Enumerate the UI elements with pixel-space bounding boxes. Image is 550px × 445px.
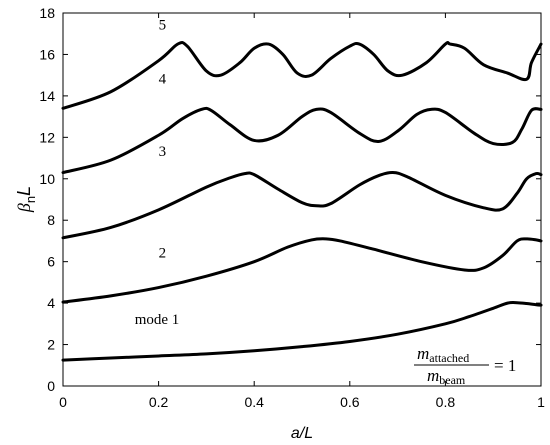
mode-label-5: mode 1 [135, 312, 180, 328]
mode-label-3: 3 [159, 144, 167, 160]
x-axis-label: a/L [291, 425, 313, 442]
series-line-4 [61, 106, 543, 175]
x-tick-label: 0.4 [244, 394, 264, 410]
x-tick-label: 0.8 [436, 394, 456, 410]
y-tick-label: 18 [39, 5, 55, 21]
mode-label-4: 2 [159, 246, 167, 262]
x-tick-label: 0 [59, 394, 67, 410]
series-line-5 [61, 40, 543, 110]
series-line-1 [61, 301, 543, 362]
y-tick-label: 6 [47, 254, 55, 270]
y-tick-label: 16 [39, 46, 55, 62]
series-line-3 [61, 171, 543, 240]
series-lines [61, 40, 543, 362]
x-tick-label: 1 [537, 394, 545, 410]
annotations: 5 4 3 2 mode 1 [135, 18, 180, 328]
y-tick-label: 10 [39, 171, 55, 187]
ratio-numerator: mattached [417, 344, 469, 365]
mass-ratio-formula: mattached mbeam = 1 [414, 344, 516, 387]
x-tick-label: 0.2 [149, 394, 169, 410]
y-tick-label: 0 [47, 378, 55, 394]
y-tick-label: 14 [39, 88, 55, 104]
y-tick-label: 8 [47, 212, 55, 228]
y-tick-label: 12 [39, 129, 55, 145]
mode-label-2: 4 [159, 71, 167, 87]
mode-label-1: 5 [159, 18, 167, 34]
y-tick-label: 4 [47, 295, 55, 311]
ratio-value: = 1 [494, 356, 516, 375]
series-line-2 [61, 237, 543, 304]
y-tick-label: 2 [47, 337, 55, 353]
x-tick-label: 0.6 [340, 394, 360, 410]
ratio-denominator: mbeam [427, 366, 466, 387]
plot-frame [62, 12, 542, 387]
y-axis-label: βnL [14, 186, 38, 213]
